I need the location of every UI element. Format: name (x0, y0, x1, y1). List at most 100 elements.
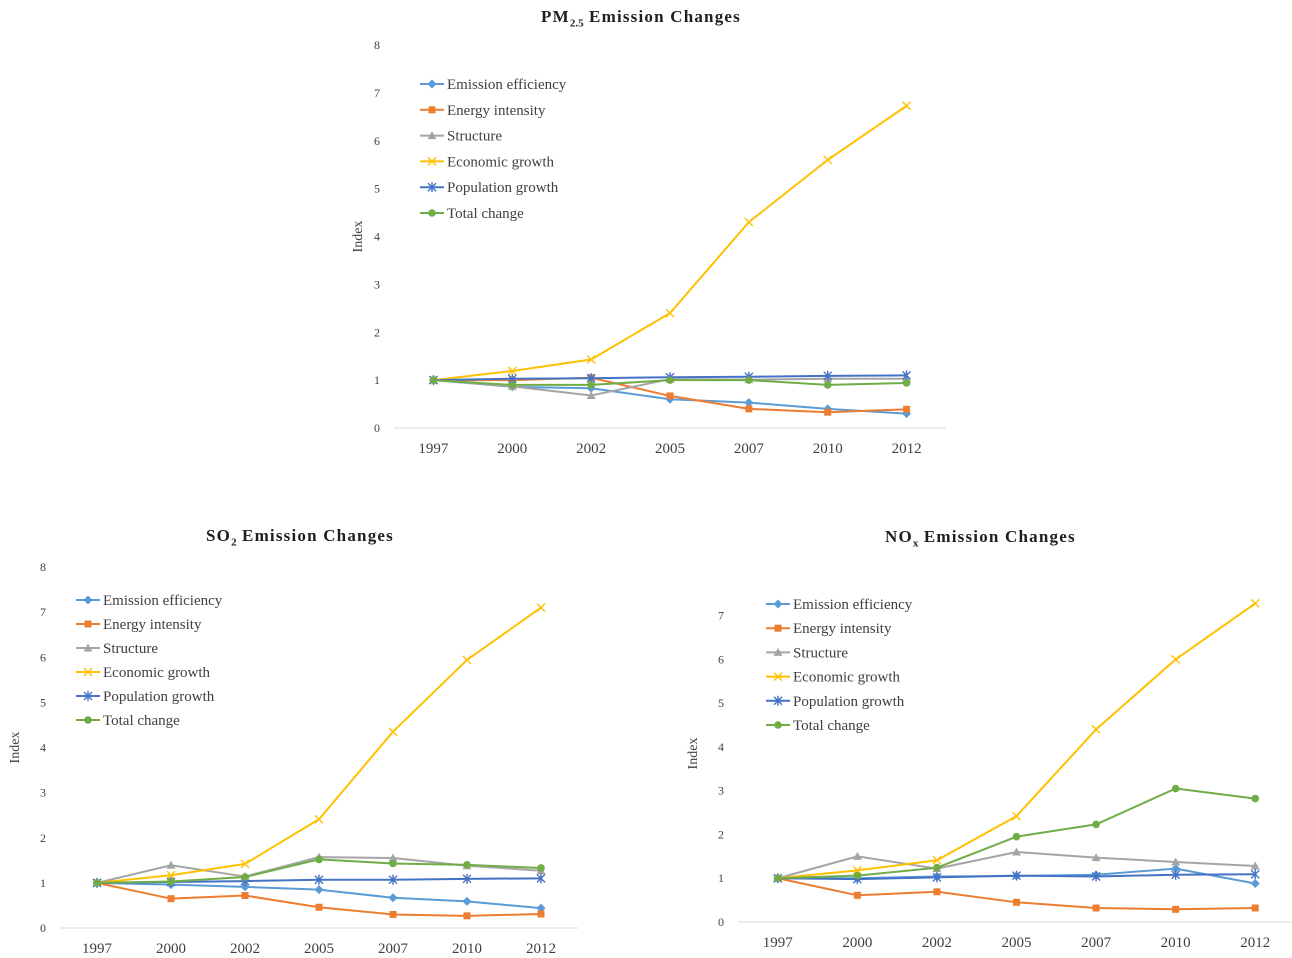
x-tick-label: 2002 (576, 441, 606, 457)
x-tick-label: 2005 (304, 941, 334, 957)
data-point (933, 888, 941, 896)
data-point (745, 376, 753, 384)
data-point (536, 603, 546, 613)
legend-marker (773, 672, 783, 682)
data-point (1091, 724, 1101, 734)
x-tick-label: 2002 (230, 941, 260, 957)
data-point (852, 851, 862, 860)
y-tick-label: 2 (718, 827, 724, 841)
legend-item: Economic growth (76, 665, 211, 681)
legend-marker (427, 79, 437, 89)
chart-title-pm25: PM2.5 Emission Changes (541, 7, 741, 29)
legend-marker (773, 599, 783, 609)
data-point (315, 855, 323, 864)
x-tick-label: 2012 (892, 441, 922, 457)
x-tick-label: 2007 (1081, 935, 1112, 951)
legend-label: Population growth (103, 689, 215, 705)
legend-label: Total change (793, 718, 870, 734)
y-tick-label: 8 (374, 38, 380, 52)
data-point (1250, 878, 1260, 888)
y-tick-label: 0 (40, 921, 46, 935)
x-tick-label: 1997 (418, 441, 449, 457)
y-tick-label: 4 (718, 740, 724, 754)
data-point (1251, 904, 1259, 912)
data-point (666, 392, 674, 400)
x-tick-label: 1997 (763, 935, 794, 951)
legend-item: Energy intensity (766, 621, 892, 637)
legend-marker (428, 209, 436, 217)
data-point (389, 859, 397, 868)
data-point (241, 873, 249, 881)
legend-marker (773, 647, 783, 656)
legend-item: Emission efficiency (766, 597, 913, 613)
data-point (1171, 654, 1181, 664)
legend-marker (83, 667, 93, 677)
data-point (536, 873, 546, 884)
y-tick-label: 1 (374, 373, 380, 387)
legend-marker (427, 131, 437, 140)
x-tick-label: 2007 (378, 941, 409, 957)
y-tick-label: 6 (374, 134, 380, 148)
y-tick-label: 8 (40, 560, 46, 574)
data-point (744, 217, 754, 227)
legend-item: Structure (766, 645, 848, 661)
data-point (536, 903, 546, 913)
data-point (463, 861, 471, 869)
y-tick-label: 5 (40, 695, 46, 709)
data-point (823, 155, 833, 165)
series-economic-growth (428, 101, 912, 385)
data-point (1250, 869, 1260, 880)
y-tick-label: 3 (40, 786, 46, 800)
legend: Emission efficiency Energy intensity Struc… (76, 593, 223, 729)
legend-label: Energy intensity (793, 621, 892, 637)
x-tick-label: 2000 (156, 941, 186, 957)
y-tick-label: 2 (374, 325, 380, 339)
legend-item: Emission efficiency (420, 77, 567, 93)
y-tick-label: 3 (374, 277, 380, 291)
data-point (1250, 861, 1260, 870)
series-total-change (93, 855, 545, 887)
series-total-change (429, 376, 911, 389)
y-tick-label: 4 (374, 230, 380, 244)
title-subscript: 2 (231, 536, 237, 549)
data-point (463, 912, 471, 920)
legend-label: Economic growth (793, 670, 901, 686)
data-point (902, 101, 912, 111)
data-point (823, 381, 832, 389)
data-point (1091, 853, 1101, 862)
data-point (823, 370, 833, 381)
data-point (388, 853, 398, 862)
x-tick-label: 2005 (655, 441, 685, 457)
data-point (241, 892, 249, 900)
x-tick-label: 2012 (1240, 935, 1270, 951)
legend-label: Economic growth (103, 665, 211, 681)
y-tick-label: 3 (718, 784, 724, 798)
data-point (932, 855, 942, 865)
data-point (932, 872, 942, 883)
legend-marker (427, 156, 437, 166)
legend-item: Population growth (420, 180, 559, 196)
legend-label: Total change (103, 713, 180, 729)
legend-label: Emission efficiency (793, 597, 913, 613)
data-point (388, 893, 398, 903)
y-tick-label: 4 (40, 741, 46, 755)
y-tick-label: 6 (718, 652, 724, 666)
legend-label: Energy intensity (103, 617, 202, 633)
data-point (666, 376, 674, 384)
data-point (389, 910, 397, 918)
title-subscript: 2.5 (569, 17, 584, 30)
data-point (744, 398, 754, 408)
data-point (167, 877, 175, 886)
data-point (586, 390, 596, 399)
series-total-change (773, 784, 1260, 883)
data-point (902, 370, 912, 381)
data-point (507, 366, 517, 376)
title-rest: Emission Changes (918, 527, 1076, 546)
legend-marker (774, 721, 782, 729)
legend-label: Structure (447, 129, 502, 145)
y-tick-label: 2 (40, 831, 46, 845)
data-point (745, 405, 753, 413)
legend-label: Structure (103, 641, 158, 657)
legend-item: Population growth (76, 689, 215, 705)
